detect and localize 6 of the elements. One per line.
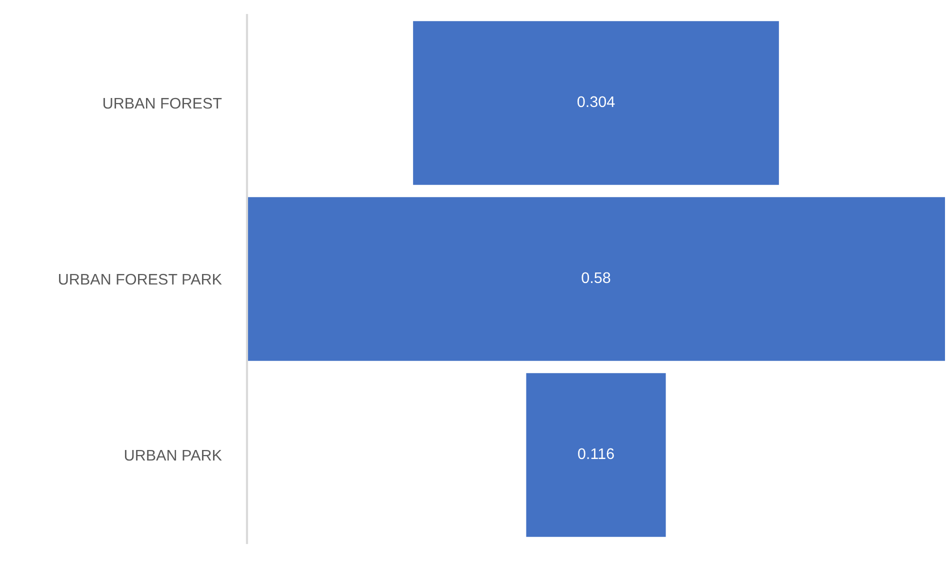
data-label: 0.116 <box>578 448 614 460</box>
data-label: 0.304 <box>577 96 615 108</box>
category-label: URBAN FOREST <box>103 98 222 109</box>
data-label: 0.58 <box>582 272 610 284</box>
category-label: URBAN PARK <box>124 450 222 461</box>
category-label: URBAN FOREST PARK <box>59 274 222 285</box>
